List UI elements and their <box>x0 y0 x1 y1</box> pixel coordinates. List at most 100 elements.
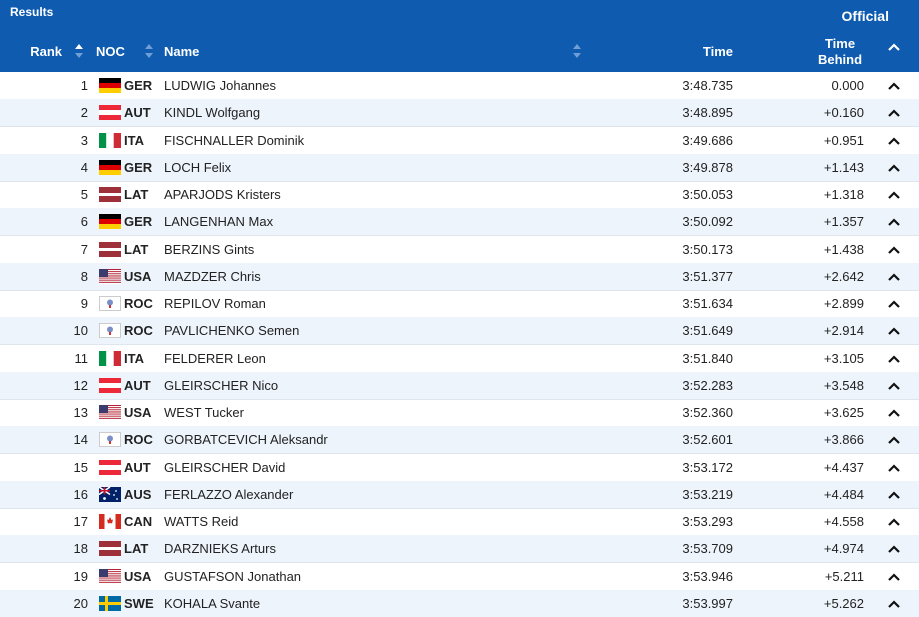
flag-part <box>99 415 121 417</box>
flag-part <box>99 274 121 276</box>
flag-part <box>113 132 121 148</box>
flag-part <box>99 187 121 194</box>
expand-toggle[interactable] <box>888 272 900 282</box>
chevron <box>888 245 900 254</box>
col-noc[interactable]: NOC <box>96 44 125 59</box>
flag-part <box>99 224 121 230</box>
time: 3:50.173 <box>682 241 733 257</box>
flag <box>99 405 121 421</box>
sort-down <box>145 53 153 58</box>
time: 3:53.172 <box>682 459 733 475</box>
sort-up <box>573 44 581 49</box>
expand-toggle[interactable] <box>888 572 900 582</box>
expand-toggle[interactable] <box>888 354 900 364</box>
flag-part <box>99 419 121 421</box>
result-row: 4 GER LOCH Felix 3:49.878 +1.143 <box>0 153 919 182</box>
expand-toggle[interactable] <box>888 136 900 146</box>
time-behind: +4.484 <box>823 486 864 502</box>
expand-toggle[interactable] <box>888 490 900 500</box>
result-row: 16 AUS FERLAZZO Alexander 3:53.219 +4.484 <box>0 480 919 509</box>
flag-part <box>109 441 111 445</box>
time-behind: +4.437 <box>823 459 864 475</box>
col-rank[interactable]: Rank <box>30 44 62 59</box>
result-row: 19 USA GUSTAFSON Jonathan 3:53.946 +5.211 <box>0 563 919 591</box>
flag-part <box>99 241 121 248</box>
col-time-behind[interactable]: Time Behind <box>817 36 863 67</box>
sort-up <box>145 44 153 49</box>
flag-part <box>99 382 121 388</box>
chevron <box>888 464 900 472</box>
expand-toggle[interactable] <box>888 326 900 336</box>
flag-part <box>99 413 121 415</box>
flag <box>99 350 121 366</box>
flag-part <box>99 416 121 418</box>
sort-icon[interactable] <box>74 43 84 59</box>
expand-toggle[interactable] <box>888 190 900 200</box>
noc: ITA <box>124 350 144 366</box>
time: 3:48.735 <box>682 78 733 93</box>
result-row: 11 ITA FELDERER Leon 3:51.840 +3.105 <box>0 345 919 373</box>
flag-part <box>99 132 107 148</box>
expand-toggle[interactable] <box>888 217 900 227</box>
expand-toggle[interactable] <box>888 544 900 554</box>
result-row: 14 ROC GORBATCEVICH Aleksandr 3:52.601 +3.86… <box>0 426 919 455</box>
result-row: 15 AUT GLEIRSCHER David 3:53.172 +4.437 <box>0 454 919 482</box>
time-behind: +2.642 <box>823 268 864 284</box>
result-row: 3 ITA FISCHNALLER Dominik 3:49.686 +0.951 <box>0 127 919 155</box>
collapse-all[interactable] <box>888 42 900 52</box>
expand-toggle[interactable] <box>888 435 900 445</box>
expand-toggle[interactable] <box>888 381 900 391</box>
expand-toggle[interactable] <box>888 299 900 309</box>
noc: GER <box>124 159 153 175</box>
flag-part <box>99 278 121 280</box>
result-row: 20 SWE KOHALA Svante 3:53.997 +5.262 <box>0 589 919 617</box>
flag-part <box>99 568 108 577</box>
flag <box>99 132 121 148</box>
flag-part <box>99 582 121 584</box>
expand-toggle[interactable] <box>888 108 900 118</box>
flag-part <box>99 411 121 413</box>
time-behind: +2.899 <box>823 296 864 312</box>
flag-part <box>106 132 114 148</box>
expand-toggle[interactable] <box>888 599 900 609</box>
col-name[interactable]: Name <box>164 44 200 59</box>
time-behind: +0.160 <box>823 105 864 121</box>
flag <box>99 377 121 393</box>
col-time[interactable]: Time <box>702 44 733 59</box>
expand-toggle[interactable] <box>888 408 900 418</box>
flag-part <box>99 159 121 165</box>
chevron <box>888 382 900 390</box>
flag <box>99 78 121 93</box>
flag-part <box>99 105 121 111</box>
expand-toggle[interactable] <box>888 163 900 173</box>
rank: 16 <box>73 486 88 502</box>
expand-toggle[interactable] <box>888 517 900 527</box>
sort-icon[interactable] <box>144 43 154 59</box>
flag-part <box>99 296 121 312</box>
time: 3:49.686 <box>682 132 733 148</box>
rank: 12 <box>73 377 88 393</box>
chevron <box>888 300 900 308</box>
flag <box>99 241 121 257</box>
athlete-name: LUDWIG Johannes <box>164 78 276 93</box>
expand-toggle[interactable] <box>888 463 900 473</box>
flag-part <box>99 432 121 448</box>
sort-icon[interactable] <box>572 43 582 59</box>
time-behind: +3.105 <box>823 350 864 366</box>
flag-part <box>107 517 113 524</box>
chevron <box>888 600 900 608</box>
expand-toggle[interactable] <box>888 245 900 255</box>
noc: AUS <box>124 486 152 502</box>
flag-part <box>99 323 121 339</box>
flag-part <box>99 601 121 605</box>
time: 3:53.946 <box>682 568 733 584</box>
flag-part <box>99 269 121 271</box>
flag <box>99 541 121 557</box>
expand-toggle[interactable] <box>888 81 900 91</box>
result-row: 5 LAT APARJODS Kristers 3:50.053 +1.318 <box>0 181 919 210</box>
rank: 8 <box>80 268 88 284</box>
flag-part <box>99 219 121 225</box>
rank: 5 <box>80 187 88 203</box>
flag-part <box>99 281 121 283</box>
rank: 10 <box>73 323 88 339</box>
